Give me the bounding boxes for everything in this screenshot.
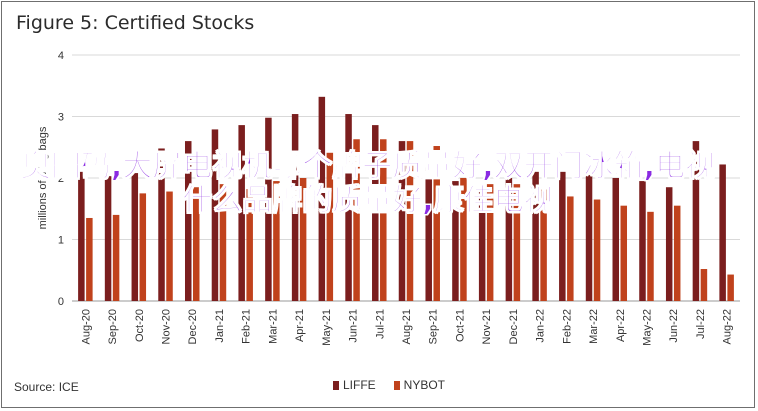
bar-liffe <box>265 117 272 301</box>
x-tick-label: May-21 <box>321 309 333 346</box>
bar-nybot <box>567 196 574 301</box>
x-tick-label: Nov-20 <box>161 309 173 344</box>
x-tick-label: Apr-21 <box>294 309 306 342</box>
y-axis-label: millions of 60kg bags <box>37 126 49 229</box>
bar-liffe <box>398 141 406 301</box>
x-tick-label: Aug-21 <box>401 309 413 344</box>
bar-liffe <box>425 167 432 301</box>
bar-liffe <box>452 181 459 301</box>
legend-label-liffe: LIFFE <box>343 378 376 392</box>
x-tick-label: Jul-22 <box>695 309 707 339</box>
x-tick-label: Nov-21 <box>481 309 493 344</box>
x-tick-label: Jan-22 <box>535 309 547 343</box>
legend-swatch-nybot <box>393 380 400 390</box>
y-tick-label: 0 <box>58 296 64 308</box>
source-note: Source: ICE <box>14 380 79 394</box>
x-tick-label: Jun-21 <box>348 309 360 343</box>
x-tick-label: Jul-21 <box>374 309 386 339</box>
bar-nybot <box>700 269 708 301</box>
bar-nybot <box>192 187 200 301</box>
bar-liffe <box>719 164 726 301</box>
x-tick-label: Mar-21 <box>267 309 279 344</box>
bar-liffe <box>532 171 539 301</box>
y-tick-label: 2 <box>58 173 64 185</box>
y-tick-label: 3 <box>58 112 64 124</box>
x-tick-label: Apr-22 <box>615 309 627 342</box>
bar-nybot <box>727 274 734 301</box>
bar-nybot <box>112 214 120 301</box>
bar-liffe <box>131 173 139 301</box>
legend-item-nybot: NYBOT <box>393 378 446 392</box>
bar-liffe <box>238 125 245 301</box>
x-tick-label: Jun-22 <box>668 309 680 343</box>
bar-liffe <box>505 178 513 301</box>
bar-liffe <box>184 141 192 301</box>
bar-nybot <box>299 178 307 301</box>
bar-liffe <box>478 190 486 301</box>
x-tick-label: Feb-21 <box>241 309 253 344</box>
legend-item-liffe: LIFFE <box>333 378 376 392</box>
bar-nybot <box>380 139 387 301</box>
bar-nybot <box>593 199 601 301</box>
bar-nybot <box>673 205 681 301</box>
bar-nybot <box>486 184 494 301</box>
bar-nybot <box>433 146 440 301</box>
legend-label-nybot: NYBOT <box>403 378 446 392</box>
bar-liffe <box>665 187 673 301</box>
bar-liffe <box>291 114 299 301</box>
legend: LIFFE NYBOT <box>333 378 457 392</box>
x-tick-label: Aug-20 <box>80 309 92 344</box>
bar-nybot <box>647 211 654 301</box>
x-tick-label: Oct-21 <box>454 309 466 342</box>
bar-liffe <box>78 171 85 301</box>
bar-nybot <box>513 184 521 301</box>
x-tick-label: Dec-20 <box>187 309 199 344</box>
bar-nybot <box>246 189 253 301</box>
bar-nybot <box>460 178 467 301</box>
y-tick-label: 1 <box>58 235 64 247</box>
bar-nybot <box>326 152 334 301</box>
x-tick-label: Feb-22 <box>561 309 573 344</box>
bar-liffe <box>585 174 593 301</box>
bar-liffe <box>318 96 326 301</box>
chart-title: Figure 5: Certified Stocks <box>16 12 255 34</box>
bar-liffe <box>612 178 620 301</box>
bar-liffe <box>158 148 165 301</box>
legend-swatch-liffe <box>333 380 339 390</box>
x-tick-label: Mar-22 <box>588 309 600 344</box>
bar-nybot <box>86 217 93 301</box>
bar-liffe <box>372 125 379 301</box>
bar-nybot <box>620 205 628 301</box>
bar-nybot <box>139 193 147 301</box>
bar-liffe <box>104 176 112 301</box>
x-tick-label: Jan-21 <box>214 309 226 343</box>
bar-nybot <box>540 187 547 301</box>
bar-liffe <box>639 181 646 301</box>
bar-nybot <box>406 141 414 301</box>
x-tick-label: Dec-21 <box>508 309 520 344</box>
x-tick-label: Aug-22 <box>722 309 734 344</box>
bar-liffe <box>559 171 566 301</box>
bar-nybot <box>273 181 280 301</box>
x-tick-label: Sep-20 <box>107 309 119 344</box>
x-tick-label: May-22 <box>641 309 653 346</box>
x-tick-label: Sep-21 <box>428 309 440 344</box>
bar-nybot <box>166 191 173 301</box>
watermark-overlay-text: 奥图码,大屏电视机哪个牌子质量好,双开门冰箱,电视什么品牌的质量好,康佳电视 <box>20 149 716 218</box>
bar-liffe <box>692 141 700 301</box>
x-tick-label: Oct-20 <box>134 309 146 342</box>
bar-nybot <box>219 184 227 301</box>
bar-liffe <box>345 114 352 301</box>
bar-nybot <box>353 139 360 301</box>
bar-liffe <box>211 129 219 301</box>
y-tick-label: 4 <box>58 50 64 62</box>
